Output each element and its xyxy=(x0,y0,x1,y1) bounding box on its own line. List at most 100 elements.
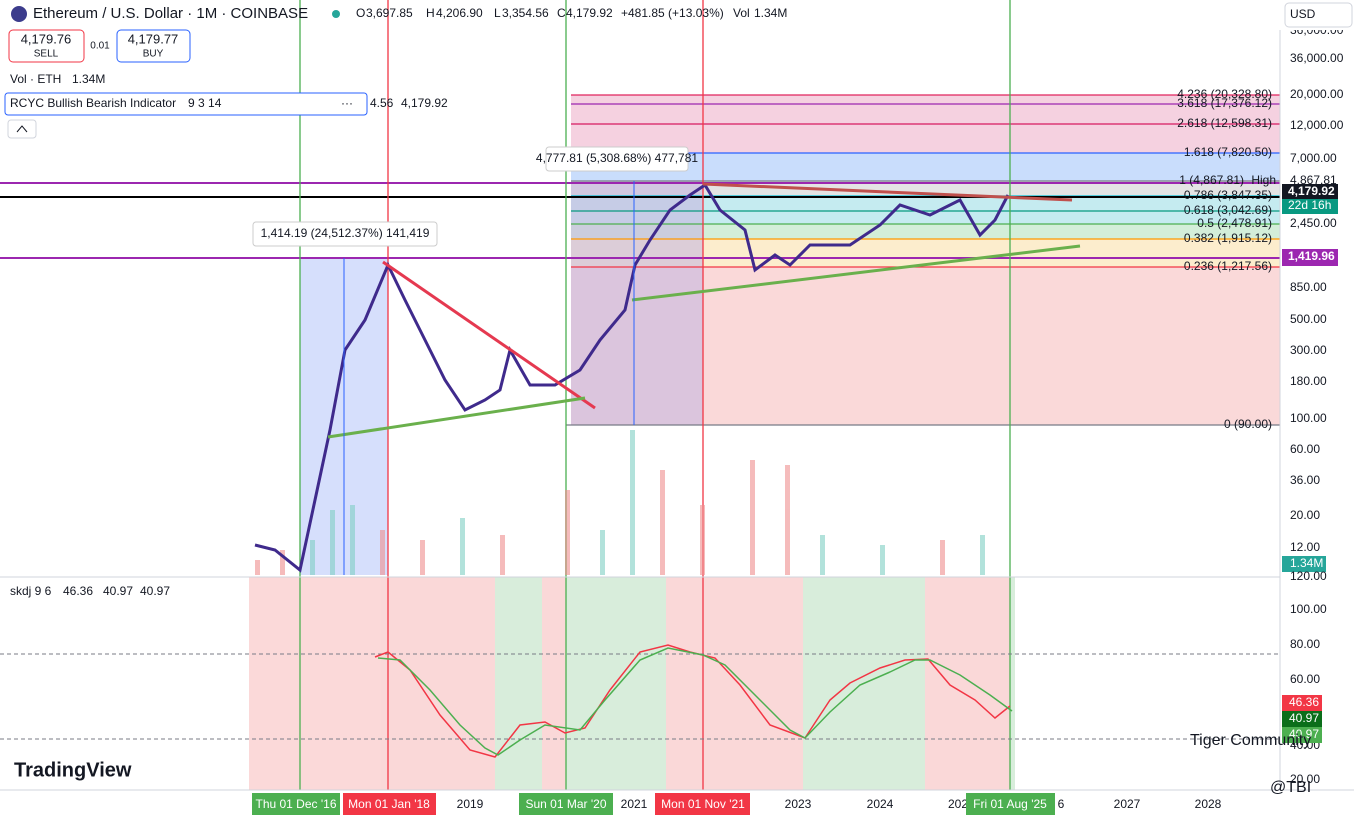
price-axis-label: 500.00 xyxy=(1290,312,1327,326)
volume-badge-text: 1.34M xyxy=(1290,556,1323,570)
buy-button[interactable] xyxy=(116,29,191,63)
ohlc-key: C xyxy=(557,6,566,20)
time-label: Mon 01 Jan '18 xyxy=(348,797,430,811)
sell-label: SELL xyxy=(34,49,59,60)
indicator-value: 4,179.92 xyxy=(401,96,448,110)
price-axis-label: 2,450.00 xyxy=(1290,216,1337,230)
indicator-params: 9 3 14 xyxy=(188,96,222,110)
time-label: 2024 xyxy=(867,797,894,811)
status-dot xyxy=(332,10,340,18)
ohlc-value: 4,206.90 xyxy=(436,6,483,20)
price-axis-label: 7,000.00 xyxy=(1290,151,1337,165)
price-axis-label: 60.00 xyxy=(1290,442,1320,456)
time-label: 6 xyxy=(1058,797,1065,811)
oscillator-value: 40.97 xyxy=(103,584,133,598)
logo: TradingView xyxy=(14,759,132,781)
fib-label: 1 (4,867.81) xyxy=(1179,173,1244,187)
level-badge-text: 1,419.96 xyxy=(1288,249,1335,263)
indicator-icons: ··· xyxy=(341,96,353,110)
price-axis-label: 180.00 xyxy=(1290,374,1327,388)
watermark: Tiger Community xyxy=(1190,732,1311,749)
ohlc-value: 4,179.92 xyxy=(566,6,613,20)
price-badge-text: 4,179.92 xyxy=(1288,184,1335,198)
fib-label: 3.618 (17,376.12) xyxy=(1177,96,1272,110)
sell-button[interactable] xyxy=(8,29,85,63)
oscillator-regions xyxy=(249,577,1015,790)
measure-box xyxy=(545,146,689,172)
price-axis-label: 4,867.81 xyxy=(1290,173,1337,187)
time-badge xyxy=(655,793,750,815)
time-label: 202 xyxy=(948,797,968,811)
time-label: 2028 xyxy=(1195,797,1222,811)
trend-line xyxy=(631,244,1081,302)
time-label: 2023 xyxy=(785,797,812,811)
time-label: Mon 01 Nov '21 xyxy=(661,797,745,811)
trend-line xyxy=(382,260,596,410)
price-axis-label: 36.00 xyxy=(1290,473,1320,487)
price-axis-label: 12,000.00 xyxy=(1290,118,1344,132)
oscillator-value: 46.36 xyxy=(63,584,93,598)
spread: 0.01 xyxy=(90,41,110,52)
ohlc-value: 3,354.56 xyxy=(502,6,549,20)
collapse-icon xyxy=(16,125,28,133)
price-axis: 36,000.00 36,000.00 20,000.00 12,000.00 … xyxy=(1290,23,1344,554)
level-badge xyxy=(1282,249,1338,266)
symbol: Ethereum / U.S. Dollar · 1M · COINBASE xyxy=(33,5,308,22)
time-label: Fri 01 Aug '25 xyxy=(973,797,1047,811)
buy-price: 4,179.77 xyxy=(128,31,179,46)
fib-label: 1.618 (7,820.50) xyxy=(1184,145,1272,159)
time-label: 2027 xyxy=(1114,797,1141,811)
price-badge xyxy=(1282,184,1338,200)
currency-select[interactable] xyxy=(1284,2,1353,28)
vol-key: Vol xyxy=(733,6,750,20)
time-badge xyxy=(343,793,436,815)
fib-label: 0.236 (1,217.56) xyxy=(1184,259,1272,273)
osc-axis-label: 100.00 xyxy=(1290,602,1327,616)
ohlc-key: O xyxy=(356,6,365,20)
osc-badge xyxy=(1282,727,1322,743)
vol-value: 1.34M xyxy=(754,6,787,20)
fib-labels: 4.236 (20,328.80) 3.618 (17,376.12) 2.61… xyxy=(1177,87,1276,431)
currency: USD xyxy=(1290,7,1316,21)
measure-label: 1,414.19 (24,512.37%) 141,419 xyxy=(261,226,430,240)
time-badge xyxy=(252,793,340,815)
fib-label: 0.5 (2,478.91) xyxy=(1197,216,1272,230)
buy-label: BUY xyxy=(143,49,164,60)
price-axis-label: 100.00 xyxy=(1290,411,1327,425)
ohlc-value: 3,697.85 xyxy=(366,6,413,20)
change: +481.85 (+13.03%) xyxy=(621,6,724,20)
price-axis-label: 20.00 xyxy=(1290,508,1320,522)
handle: @TBI xyxy=(1270,779,1311,796)
collapse-button[interactable] xyxy=(7,119,37,139)
price-axis-label: 36,000.00 xyxy=(1290,51,1344,65)
measure-label: 4,777.81 (5,308.68%) 477,781 xyxy=(536,151,698,165)
fib-label: 2.618 (12,598.31) xyxy=(1177,116,1272,130)
price-axis-label: 850.00 xyxy=(1290,280,1327,294)
price-path xyxy=(254,182,1010,573)
trend-line xyxy=(327,396,586,439)
indicator-legend[interactable] xyxy=(4,92,368,116)
oscillator-name: skdj 9 6 xyxy=(10,584,52,598)
osc-badge-text: 40.97 xyxy=(1289,727,1319,741)
osc-badge-text: 40.97 xyxy=(1289,711,1319,725)
ohlc-key: H xyxy=(426,6,435,20)
trend-line xyxy=(702,182,1073,202)
time-badge xyxy=(966,793,1055,815)
price-axis-label: 20,000.00 xyxy=(1290,87,1344,101)
oscillator-value: 40.97 xyxy=(140,584,170,598)
countdown-text: 22d 16h xyxy=(1288,198,1331,212)
oscillator-d xyxy=(377,647,1013,756)
time-label: Thu 01 Dec '16 xyxy=(255,797,336,811)
osc-badge-text: 46.36 xyxy=(1289,695,1319,709)
fib-label: 0 (90.00) xyxy=(1224,417,1272,431)
osc-badge xyxy=(1282,711,1322,727)
measure-box xyxy=(252,221,438,247)
volume-legend: Vol · ETH xyxy=(10,72,61,86)
fib-label: 4.236 (20,328.80) xyxy=(1177,87,1272,101)
time-badge xyxy=(519,793,613,815)
osc-axis-label: 20.00 xyxy=(1290,772,1320,786)
volume-badge xyxy=(1282,556,1326,572)
osc-badge xyxy=(1282,695,1322,711)
fib-high-label: High xyxy=(1251,173,1276,187)
time-label: Sun 01 Mar '20 xyxy=(525,797,606,811)
